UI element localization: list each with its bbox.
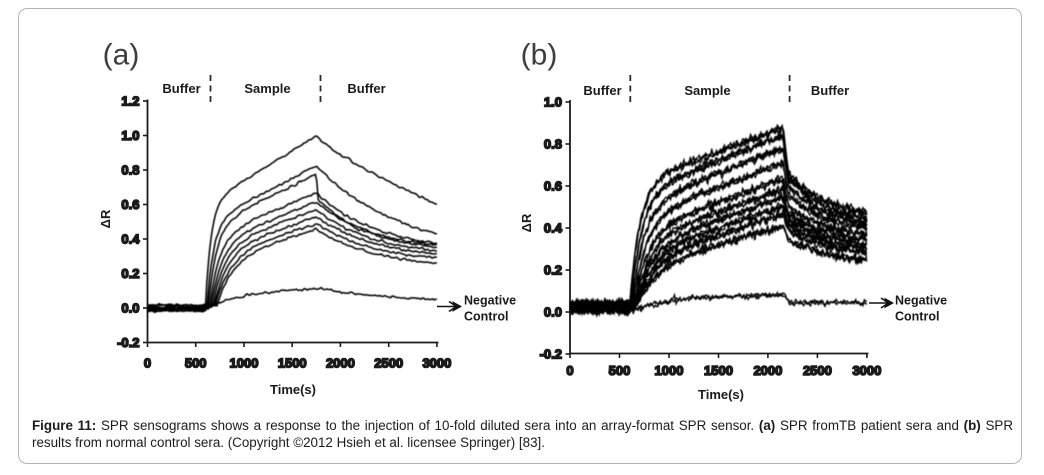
svg-text:0.6: 0.6 (121, 197, 139, 212)
svg-text:0.4: 0.4 (544, 221, 563, 236)
svg-text:0.0: 0.0 (121, 301, 139, 316)
svg-text:Buffer: Buffer (347, 81, 385, 96)
svg-text:2000: 2000 (326, 356, 355, 371)
svg-text:Sample: Sample (684, 83, 730, 98)
svg-text:1500: 1500 (704, 363, 733, 378)
svg-text:3000: 3000 (852, 363, 881, 378)
svg-text:1.0: 1.0 (544, 95, 562, 110)
svg-text:Time(s): Time(s) (698, 387, 744, 402)
svg-text:2000: 2000 (753, 363, 782, 378)
svg-text:3000: 3000 (422, 356, 451, 371)
svg-text:0.8: 0.8 (121, 163, 139, 178)
svg-text:1.0: 1.0 (121, 128, 139, 143)
svg-text:Sample: Sample (244, 81, 290, 96)
svg-text:1.2: 1.2 (121, 94, 139, 109)
svg-text:ΔR: ΔR (98, 209, 113, 228)
svg-text:-0.2: -0.2 (540, 347, 562, 362)
svg-text:ΔR: ΔR (519, 213, 534, 232)
svg-text:0.0: 0.0 (544, 305, 562, 320)
svg-text:0: 0 (566, 363, 573, 378)
svg-text:Negative: Negative (895, 294, 947, 308)
svg-text:0.4: 0.4 (121, 232, 140, 247)
svg-text:2500: 2500 (803, 363, 832, 378)
svg-text:1000: 1000 (230, 356, 259, 371)
svg-text:Buffer: Buffer (583, 83, 621, 98)
svg-text:-0.2: -0.2 (117, 335, 139, 350)
svg-text:Buffer: Buffer (162, 81, 200, 96)
svg-text:(b): (b) (521, 39, 558, 72)
svg-text:0.8: 0.8 (544, 137, 562, 152)
svg-text:(a): (a) (103, 39, 140, 72)
svg-text:Control: Control (895, 310, 939, 324)
svg-text:Buffer: Buffer (811, 83, 849, 98)
svg-text:Control: Control (464, 310, 508, 324)
svg-text:500: 500 (185, 356, 207, 371)
svg-text:1000: 1000 (655, 363, 684, 378)
svg-text:0.6: 0.6 (544, 179, 562, 194)
svg-text:0: 0 (144, 356, 151, 371)
svg-text:1500: 1500 (278, 356, 307, 371)
svg-text:0.2: 0.2 (544, 263, 562, 278)
svg-text:Negative: Negative (464, 294, 516, 308)
svg-text:0.2: 0.2 (121, 266, 139, 281)
svg-text:500: 500 (609, 363, 631, 378)
svg-text:2500: 2500 (374, 356, 403, 371)
svg-text:Time(s): Time(s) (270, 382, 316, 397)
